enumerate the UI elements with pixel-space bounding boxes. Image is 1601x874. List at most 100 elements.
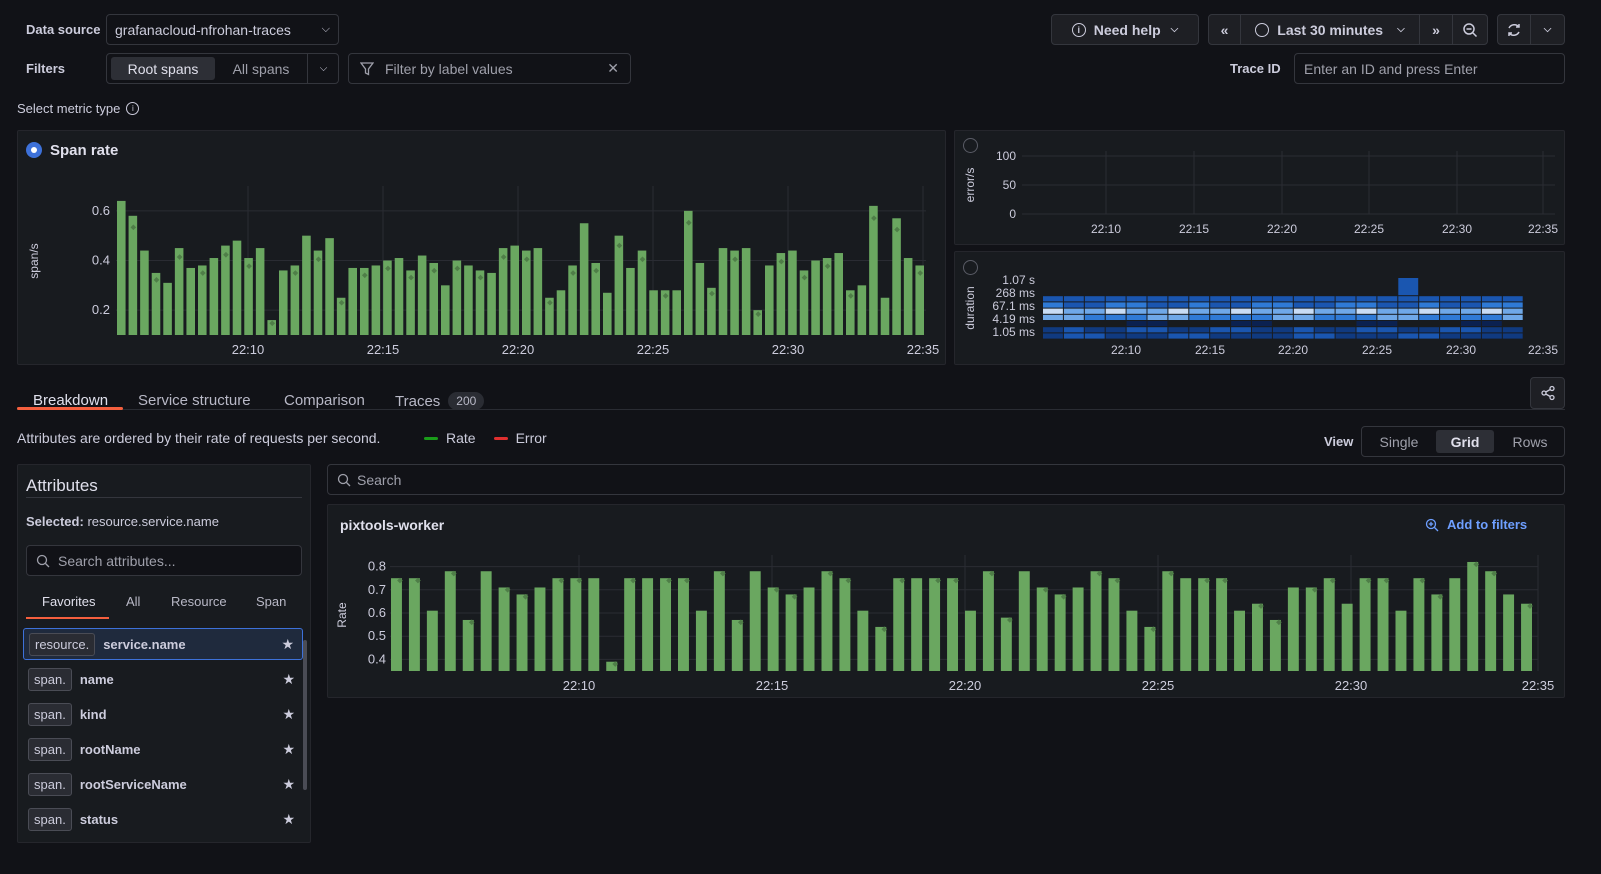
bar bbox=[360, 267, 369, 335]
heatmap-cell bbox=[1461, 333, 1481, 339]
need-help-button[interactable]: i Need help ⌵ bbox=[1051, 14, 1199, 45]
heatmap-cell bbox=[1210, 308, 1231, 314]
time-range-label: Last 30 minutes bbox=[1277, 21, 1384, 38]
point-marker bbox=[522, 593, 529, 600]
attributes-search-input[interactable]: Search attributes... bbox=[26, 545, 302, 576]
heatmap-cell bbox=[1147, 302, 1168, 308]
star-icon[interactable]: ★ bbox=[282, 810, 295, 827]
star-icon[interactable]: ★ bbox=[281, 635, 294, 652]
star-icon[interactable]: ★ bbox=[282, 670, 295, 687]
point-marker bbox=[199, 270, 206, 276]
bar bbox=[1359, 578, 1371, 671]
heatmap-cell bbox=[1293, 308, 1314, 314]
label-filter-input[interactable]: Filter by label values ✕ bbox=[348, 53, 631, 84]
attribute-item[interactable]: span. kind ★ bbox=[23, 698, 303, 730]
attr-tab-favorites[interactable]: Favorites bbox=[42, 594, 96, 609]
span-rate-radio[interactable] bbox=[26, 142, 42, 158]
heatmap-cell bbox=[1168, 333, 1189, 339]
bar bbox=[570, 578, 582, 671]
attributes-divider bbox=[26, 497, 302, 498]
all-spans-option[interactable]: All spans bbox=[232, 60, 290, 77]
bar bbox=[982, 571, 994, 671]
attribute-name: rootServiceName bbox=[79, 776, 187, 792]
refresh-interval-button[interactable]: ⌵ bbox=[1530, 14, 1565, 45]
point-marker bbox=[917, 270, 924, 276]
clear-icon[interactable]: ✕ bbox=[607, 60, 619, 76]
attr-tab-all[interactable]: All bbox=[126, 594, 141, 609]
heatmap-cell bbox=[1126, 321, 1147, 327]
bar bbox=[533, 248, 543, 335]
attribute-item[interactable]: span. status ★ bbox=[23, 803, 303, 835]
span-scope-dropdown[interactable]: ⌵ bbox=[307, 54, 339, 83]
heatmap-cell bbox=[1461, 327, 1481, 333]
heatmap-cell bbox=[1335, 302, 1356, 308]
view-toggle: Single Grid Rows bbox=[1361, 426, 1565, 457]
refresh-button[interactable] bbox=[1497, 14, 1531, 45]
bar bbox=[1341, 603, 1353, 671]
point-marker bbox=[778, 258, 785, 265]
tab-breakdown[interactable]: Breakdown bbox=[33, 392, 109, 409]
attributes-scrollbar[interactable] bbox=[302, 632, 308, 838]
trace-id-input[interactable]: Enter an ID and press Enter bbox=[1294, 53, 1565, 84]
star-icon[interactable]: ★ bbox=[282, 775, 295, 792]
service-panel-title: pixtools-worker bbox=[340, 517, 445, 533]
datasource-select[interactable]: grafanacloud-nfrohan-traces ⌵ bbox=[106, 14, 339, 45]
scrollbar-thumb[interactable] bbox=[303, 640, 307, 790]
x-tick-label: 22:30 bbox=[1446, 343, 1476, 357]
attribute-item[interactable]: span. rootServiceName ★ bbox=[23, 768, 303, 800]
breakdown-search-input[interactable]: Search bbox=[327, 464, 1565, 495]
add-to-filters-button[interactable]: Add to filters bbox=[1425, 517, 1527, 532]
bar bbox=[498, 248, 508, 335]
attribute-item[interactable]: span. name ★ bbox=[23, 663, 303, 695]
tab-service-structure[interactable]: Service structure bbox=[138, 392, 251, 409]
heatmap-cell bbox=[1356, 314, 1377, 320]
star-icon[interactable]: ★ bbox=[282, 705, 295, 722]
point-marker bbox=[1329, 577, 1336, 584]
bar bbox=[637, 250, 647, 335]
tab-traces[interactable]: Traces 200 bbox=[395, 392, 485, 410]
heatmap-cell bbox=[1461, 314, 1481, 320]
x-tick-label: 22:10 bbox=[1111, 343, 1141, 357]
y-tick-label: 0.8 bbox=[368, 559, 386, 574]
heatmap-cell bbox=[1252, 308, 1272, 314]
share-button[interactable] bbox=[1530, 377, 1565, 409]
root-spans-option[interactable]: Root spans bbox=[111, 57, 215, 80]
bar bbox=[788, 250, 797, 335]
heatmap-cell bbox=[1063, 296, 1084, 302]
attribute-item[interactable]: span. rootName ★ bbox=[23, 733, 303, 765]
heatmap-cell bbox=[1252, 296, 1272, 302]
duration-radio[interactable] bbox=[963, 260, 978, 275]
heatmap-cell bbox=[1189, 327, 1210, 333]
time-range-picker[interactable]: Last 30 minutes ⌵ bbox=[1240, 14, 1420, 45]
point-marker bbox=[477, 274, 484, 281]
x-tick-label: 22:35 bbox=[1522, 678, 1555, 693]
x-tick-label: 22:20 bbox=[1278, 343, 1308, 357]
view-single-option[interactable]: Single bbox=[1379, 433, 1419, 450]
star-icon[interactable]: ★ bbox=[282, 740, 295, 757]
time-shift-forward-button[interactable]: » bbox=[1419, 14, 1453, 45]
tab-comparison[interactable]: Comparison bbox=[284, 392, 365, 409]
heatmap-cell bbox=[1398, 314, 1419, 320]
y-axis-label: duration bbox=[963, 286, 977, 329]
view-rows-option[interactable]: Rows bbox=[1512, 433, 1548, 450]
error-rate-radio[interactable] bbox=[963, 138, 978, 153]
point-marker bbox=[246, 263, 252, 269]
attribute-item[interactable]: resource. service.name ★ bbox=[23, 628, 303, 660]
view-grid-option[interactable]: Grid bbox=[1436, 430, 1494, 453]
point-marker bbox=[1114, 577, 1121, 584]
heatmap-cell bbox=[1210, 296, 1231, 302]
heatmap-cell bbox=[1043, 296, 1063, 302]
bar bbox=[929, 578, 941, 671]
attr-tab-resource[interactable]: Resource bbox=[171, 594, 227, 609]
bar bbox=[336, 297, 346, 335]
heatmap-cell bbox=[1356, 308, 1377, 314]
heatmap-cell bbox=[1147, 321, 1168, 327]
selected-attribute: Selected: resource.service.name bbox=[26, 514, 219, 529]
zoom-out-button[interactable] bbox=[1452, 14, 1488, 45]
heatmap-cell bbox=[1481, 333, 1502, 339]
attr-tab-span[interactable]: Span bbox=[256, 594, 287, 609]
time-shift-back-button[interactable]: « bbox=[1208, 14, 1241, 45]
chevrons-right-icon: » bbox=[1432, 21, 1440, 38]
heatmap-cell bbox=[1231, 308, 1251, 314]
bar bbox=[452, 260, 462, 335]
